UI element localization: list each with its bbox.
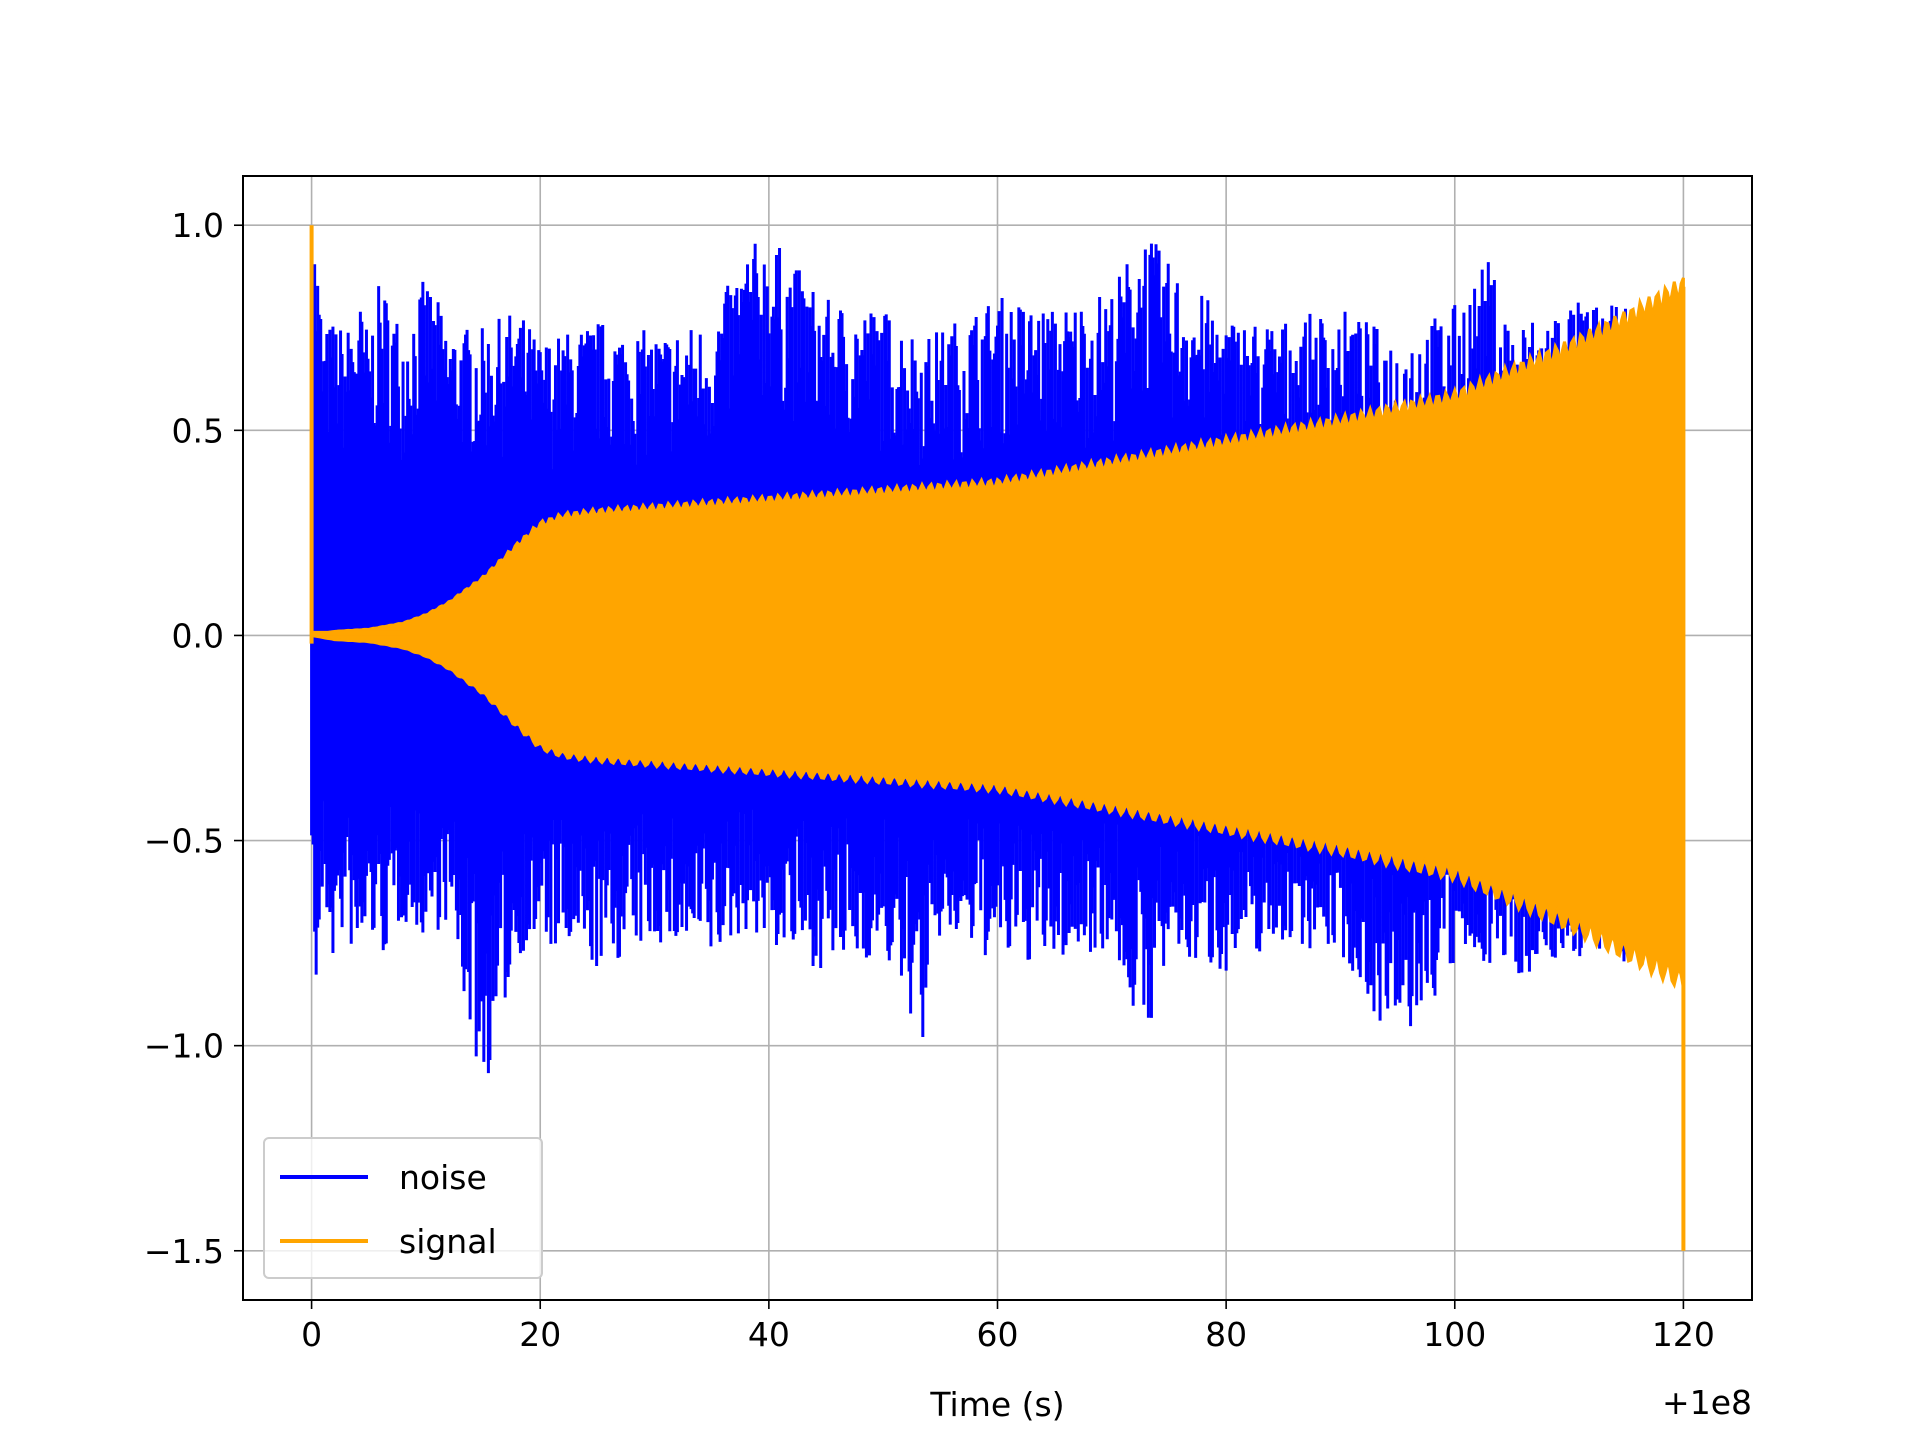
x-tick-label: 100: [1423, 1315, 1486, 1354]
y-tick-label: 0.5: [172, 411, 224, 450]
x-tick-label: 120: [1652, 1315, 1715, 1354]
x-tick-label: 0: [301, 1315, 322, 1354]
ticks: 0 20 40 60 80 100 120 1.0 0.5 0.0 −0.5 −1.0 −1.5: [144, 206, 1715, 1354]
series-signal: [309, 225, 1686, 1251]
x-tick-label: 40: [748, 1315, 790, 1354]
x-axis-offset-label: +1e8: [1662, 1383, 1752, 1422]
legend-label-noise: noise: [399, 1158, 487, 1197]
x-axis-label: Time (s): [929, 1385, 1064, 1424]
plot-area: [309, 225, 1686, 1251]
y-tick-label: −0.5: [144, 822, 224, 861]
x-tick-label: 60: [977, 1315, 1019, 1354]
x-tick-label: 80: [1205, 1315, 1247, 1354]
y-tick-label: 1.0: [172, 206, 224, 245]
legend-label-signal: signal: [399, 1222, 497, 1261]
x-tick-label: 20: [519, 1315, 561, 1354]
legend: noise signal: [263, 1137, 543, 1279]
y-tick-label: 0.0: [172, 616, 224, 655]
y-tick-label: −1.0: [144, 1027, 224, 1066]
y-tick-label: −1.5: [144, 1232, 224, 1271]
